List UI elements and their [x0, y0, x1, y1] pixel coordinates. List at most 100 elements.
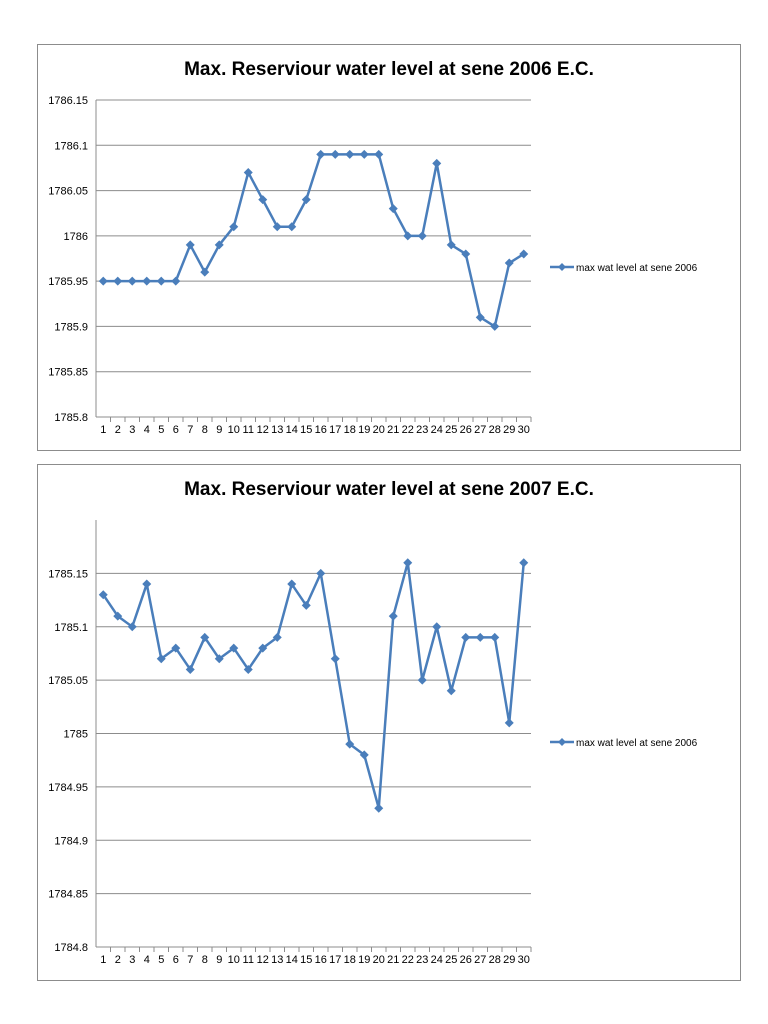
series-line [102, 561, 525, 810]
y-tick-label: 1785.1 [54, 622, 88, 634]
data-point [272, 632, 282, 642]
x-tick-label: 13 [271, 424, 283, 436]
x-tick-label: 24 [431, 424, 443, 436]
data-point [417, 675, 427, 685]
x-tick-label: 20 [373, 424, 385, 436]
data-point [388, 204, 398, 214]
data-point [374, 803, 384, 813]
x-tick-label: 25 [445, 954, 457, 966]
x-tick-label: 12 [257, 954, 269, 966]
y-tick-label: 1785 [64, 729, 88, 741]
x-tick-label: 17 [329, 954, 341, 966]
x-tick-label: 18 [344, 954, 356, 966]
y-tick-label: 1784.8 [54, 942, 88, 954]
chart-2007: Max. Reserviour water level at sene 2007… [37, 464, 741, 981]
data-point [301, 600, 311, 610]
x-tick-label: 24 [431, 954, 443, 966]
x-tick-label: 10 [228, 424, 240, 436]
data-point [475, 312, 485, 322]
data-point [287, 222, 297, 232]
data-point [229, 643, 239, 653]
x-tick-label: 4 [144, 954, 150, 966]
x-tick-label: 28 [489, 954, 501, 966]
legend-label: max wat level at sene 2006 [576, 263, 698, 274]
data-point [475, 632, 485, 642]
x-tick-label: 22 [402, 954, 414, 966]
x-tick-label: 21 [387, 424, 399, 436]
series-line [103, 153, 525, 328]
x-tick-label: 14 [286, 954, 298, 966]
data-point [214, 240, 224, 250]
x-tick-label: 20 [373, 954, 385, 966]
x-tick-label: 5 [158, 954, 164, 966]
x-tick-label: 25 [445, 424, 457, 436]
data-point [185, 240, 195, 250]
x-tick-label: 17 [329, 424, 341, 436]
data-point [229, 222, 239, 232]
chart-plot-2006: 1785.8 1785.85 1785.9 1785.95 1786 1786.05 178… [48, 95, 698, 436]
x-tick-label: 3 [129, 424, 135, 436]
data-point [113, 276, 123, 286]
data-point [156, 654, 166, 664]
chart-plot-2007: 1784.81784.851784.91784.9517851785.05178… [48, 520, 698, 966]
x-tick-label: 21 [387, 954, 399, 966]
chart-2006: Max. Reserviour water level at sene 2006… [37, 44, 741, 451]
x-tick-label: 19 [358, 424, 370, 436]
y-tick-label: 1784.9 [54, 835, 88, 847]
x-tick-label: 29 [503, 954, 515, 966]
x-tick-label: 1 [100, 954, 106, 966]
x-tick-label: 26 [460, 424, 472, 436]
y-tick-label: 1784.95 [48, 782, 88, 794]
data-point [359, 750, 369, 760]
data-point [171, 276, 181, 286]
y-tick-label: 1786.05 [48, 186, 88, 198]
x-tick-label: 23 [416, 954, 428, 966]
y-tick-label: 1786.1 [54, 140, 88, 152]
data-point [432, 622, 442, 632]
y-tick-label: 1786 [64, 231, 88, 243]
data-point [432, 158, 442, 168]
data-point [243, 664, 253, 674]
x-tick-label: 22 [402, 424, 414, 436]
x-tick-label: 27 [474, 954, 486, 966]
x-tick-label: 30 [518, 424, 530, 436]
data-point [258, 195, 268, 205]
x-tick-label: 12 [257, 424, 269, 436]
data-point [316, 568, 326, 578]
data-point [301, 195, 311, 205]
data-point [287, 579, 297, 589]
y-tick-label: 1785.8 [54, 412, 88, 424]
data-point [519, 249, 529, 259]
data-point [374, 149, 384, 159]
y-tick-label: 1785.95 [48, 276, 88, 288]
x-tick-label: 11 [243, 954, 254, 966]
data-point [330, 654, 340, 664]
data-point [171, 643, 181, 653]
chart-title: Max. Reserviour water level at sene 2006… [184, 59, 594, 80]
data-point [504, 718, 514, 728]
x-tick-label: 30 [518, 954, 530, 966]
chart-title: Max. Reserviour water level at sene 2007… [184, 479, 594, 500]
data-point [272, 222, 282, 232]
legend-marker-icon [558, 738, 566, 746]
data-point [258, 643, 268, 653]
y-tick-label: 1785.85 [48, 367, 88, 379]
data-point [214, 654, 224, 664]
data-point [417, 231, 427, 241]
y-tick-label: 1785.9 [54, 321, 88, 333]
data-point [519, 558, 529, 568]
x-tick-label: 10 [228, 954, 240, 966]
data-point [142, 276, 152, 286]
data-point [388, 611, 398, 621]
x-tick-label: 6 [173, 424, 179, 436]
x-tick-label: 1 [100, 424, 106, 436]
y-tick-label: 1785.05 [48, 675, 88, 687]
x-tick-label: 3 [129, 954, 135, 966]
data-point [461, 249, 471, 259]
data-point [185, 664, 195, 674]
x-tick-label: 23 [416, 424, 428, 436]
data-point [127, 622, 137, 632]
x-tick-label: 9 [216, 954, 222, 966]
x-tick-label: 28 [489, 424, 501, 436]
data-point [330, 149, 340, 159]
